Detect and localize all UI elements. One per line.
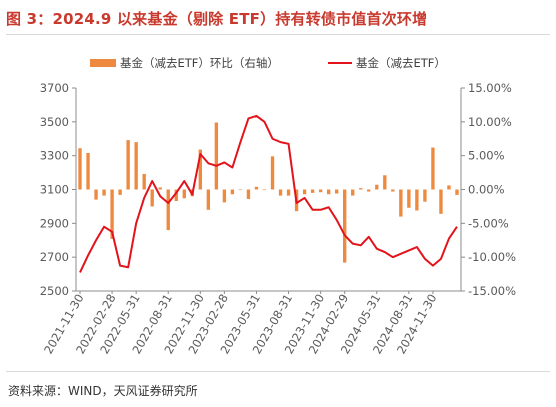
bar bbox=[246, 189, 251, 199]
source-note: 资料来源：WIND，天风证券研究所 bbox=[8, 384, 198, 398]
bar bbox=[278, 189, 283, 196]
footer-divider bbox=[6, 371, 550, 372]
bar bbox=[383, 175, 387, 190]
figure-title: 图 3：2024.9 以来基金（剔除 ETF）持有转债市值首次环增 bbox=[6, 10, 428, 28]
bar bbox=[262, 189, 267, 191]
chart: 基金（减去ETF）环比（右轴） 基金（减去ETF） 2500 2700 2900 3100… bbox=[40, 56, 516, 356]
bar bbox=[166, 189, 170, 231]
left-tick-label: 3300 bbox=[40, 149, 69, 163]
legend-label-bar: 基金（减去ETF）环比（右轴） bbox=[120, 56, 279, 70]
bar bbox=[206, 189, 211, 210]
bar bbox=[254, 186, 259, 190]
title-divider bbox=[6, 34, 550, 35]
bar bbox=[415, 189, 419, 211]
bar bbox=[302, 189, 307, 195]
bar bbox=[214, 122, 219, 190]
bar bbox=[326, 189, 331, 195]
right-tick-label: -15.00% bbox=[468, 284, 516, 298]
bar bbox=[198, 149, 203, 190]
bar bbox=[102, 189, 106, 196]
bar bbox=[230, 189, 235, 195]
left-tick-label: 3500 bbox=[40, 115, 69, 129]
bar bbox=[367, 189, 371, 192]
bar bbox=[351, 189, 355, 196]
right-tick-label: 0.00% bbox=[468, 183, 505, 197]
series-line bbox=[79, 114, 458, 273]
bar bbox=[78, 148, 82, 190]
right-tick-label: 5.00% bbox=[468, 149, 505, 163]
right-tick-label: 15.00% bbox=[468, 81, 512, 95]
right-tick-label: -5.00% bbox=[468, 216, 509, 230]
bar bbox=[94, 189, 98, 200]
bar bbox=[142, 173, 146, 190]
left-tick-label: 2900 bbox=[40, 216, 69, 230]
bar bbox=[318, 189, 323, 193]
left-tick-label: 3700 bbox=[40, 81, 69, 95]
legend-swatch-bar bbox=[90, 59, 116, 67]
bar bbox=[134, 142, 138, 190]
bar bbox=[174, 189, 178, 201]
right-tick-label: 10.00% bbox=[468, 115, 512, 129]
bar bbox=[407, 189, 411, 208]
bar bbox=[423, 189, 427, 202]
bar bbox=[126, 140, 130, 190]
bar bbox=[431, 147, 435, 190]
bar bbox=[447, 185, 451, 190]
bar bbox=[399, 189, 403, 217]
bar bbox=[222, 189, 227, 203]
legend-label-line: 基金（减去ETF） bbox=[356, 56, 446, 70]
bar bbox=[86, 152, 90, 190]
bar bbox=[391, 189, 395, 192]
bar bbox=[118, 189, 122, 195]
bar bbox=[310, 189, 315, 193]
bar bbox=[182, 189, 186, 199]
left-tick-label: 2500 bbox=[40, 284, 69, 298]
bar bbox=[158, 187, 162, 190]
bar bbox=[439, 189, 443, 214]
left-tick-label: 3100 bbox=[40, 183, 69, 197]
bar bbox=[150, 189, 154, 207]
bar bbox=[270, 156, 275, 190]
bar bbox=[343, 189, 347, 263]
right-tick-label: -10.00% bbox=[468, 250, 516, 264]
bar bbox=[375, 184, 379, 190]
bar bbox=[359, 188, 363, 190]
bar bbox=[455, 189, 459, 195]
bar bbox=[286, 189, 291, 196]
left-tick-label: 2700 bbox=[40, 250, 69, 264]
bar bbox=[110, 189, 114, 239]
bar bbox=[238, 189, 243, 191]
bar bbox=[334, 189, 339, 194]
